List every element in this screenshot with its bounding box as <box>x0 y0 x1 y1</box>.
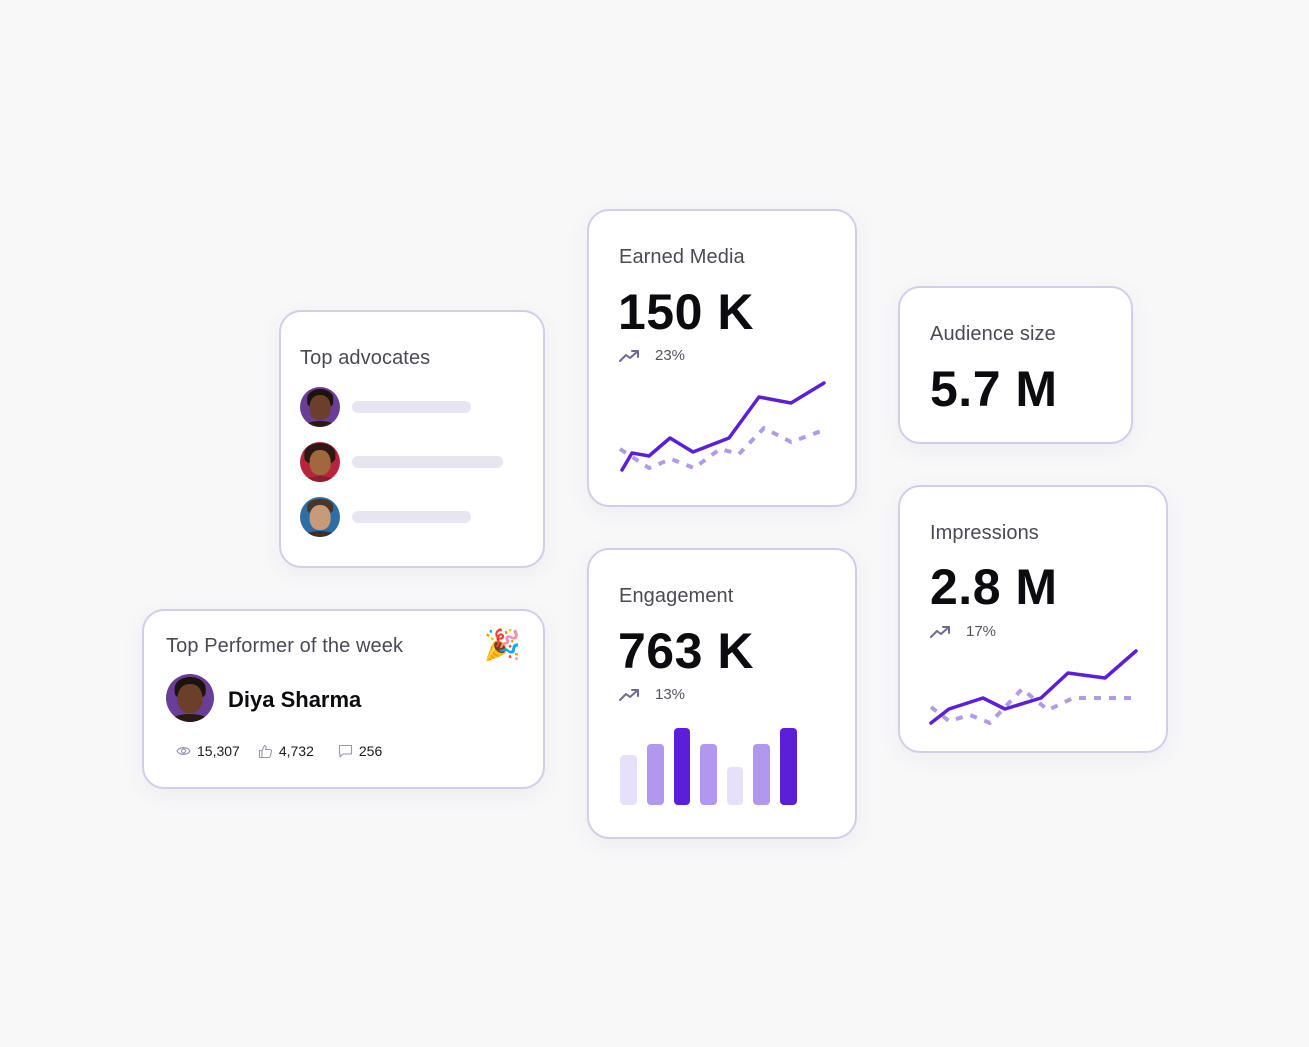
metric-value: 2.8 M <box>930 559 1058 615</box>
comment-icon <box>338 744 352 758</box>
current-period-line <box>929 649 1138 725</box>
bar <box>727 767 743 805</box>
top-performer-card: Top Performer of the week 🎉 Diya Sharma … <box>142 609 545 789</box>
name-placeholder <box>352 511 471 523</box>
comments-stat: 256 <box>338 743 382 759</box>
trending-up-icon <box>619 688 639 701</box>
card-title: Engagement <box>619 585 734 607</box>
impressions-card: Impressions 2.8 M 17% <box>898 485 1168 753</box>
trend-percent: 23% <box>655 347 686 364</box>
comments-count: 256 <box>358 743 383 759</box>
current-period-line <box>620 381 826 472</box>
earned-media-line-chart <box>618 381 826 472</box>
name-placeholder <box>352 401 471 413</box>
bar <box>753 744 770 805</box>
audience-size-card: Audience size 5.7 M <box>898 286 1133 444</box>
card-title: Top advocates <box>300 347 431 369</box>
impressions-line-chart <box>929 649 1138 725</box>
trend-indicator: 23% <box>619 347 685 364</box>
eye-icon <box>176 747 191 755</box>
engagement-card: Engagement 763 K 13% <box>587 548 857 839</box>
card-title: Earned Media <box>619 246 745 268</box>
name-placeholder <box>352 456 503 468</box>
bar <box>780 728 797 805</box>
engagement-bar-chart <box>620 728 797 805</box>
top-advocates-card: Top advocates <box>279 310 545 568</box>
likes-count: 4,732 <box>278 743 314 759</box>
advocate-list-item[interactable] <box>300 387 471 427</box>
trend-percent: 17% <box>966 623 997 640</box>
avatar-man-glasses-icon <box>300 497 340 537</box>
card-title: Audience size <box>930 323 1056 345</box>
card-title: Top Performer of the week <box>166 635 404 657</box>
avatar-woman-curly-icon <box>300 442 340 482</box>
advocate-list-item[interactable] <box>300 442 503 482</box>
metric-value: 763 K <box>618 623 754 679</box>
card-title: Impressions <box>930 522 1039 544</box>
avatar-woman-braids-icon[interactable] <box>166 674 214 722</box>
performer-name[interactable]: Diya Sharma <box>228 687 362 712</box>
trending-up-icon <box>930 625 950 638</box>
trend-indicator: 17% <box>930 623 996 640</box>
views-count: 15,307 <box>197 743 240 759</box>
advocate-list-item[interactable] <box>300 497 471 537</box>
previous-period-line <box>618 426 825 470</box>
previous-period-line <box>929 687 1136 725</box>
trend-percent: 13% <box>655 686 686 703</box>
bar <box>700 744 717 805</box>
likes-stat: 4,732 <box>258 743 314 759</box>
performer-stats: 15,307 4,732 256 <box>176 743 382 759</box>
avatar-woman-braids-icon <box>300 387 340 427</box>
views-stat: 15,307 <box>176 743 240 759</box>
trend-indicator: 13% <box>619 686 685 703</box>
bar <box>647 744 664 805</box>
metric-value: 5.7 M <box>930 361 1058 417</box>
trending-up-icon <box>619 349 639 362</box>
party-popper-icon: 🎉 <box>483 629 521 662</box>
metric-value: 150 K <box>618 284 754 340</box>
bar <box>674 728 690 805</box>
earned-media-card: Earned Media 150 K 23% <box>587 209 857 507</box>
thumbs-up-icon <box>258 744 272 758</box>
bar <box>620 755 637 805</box>
